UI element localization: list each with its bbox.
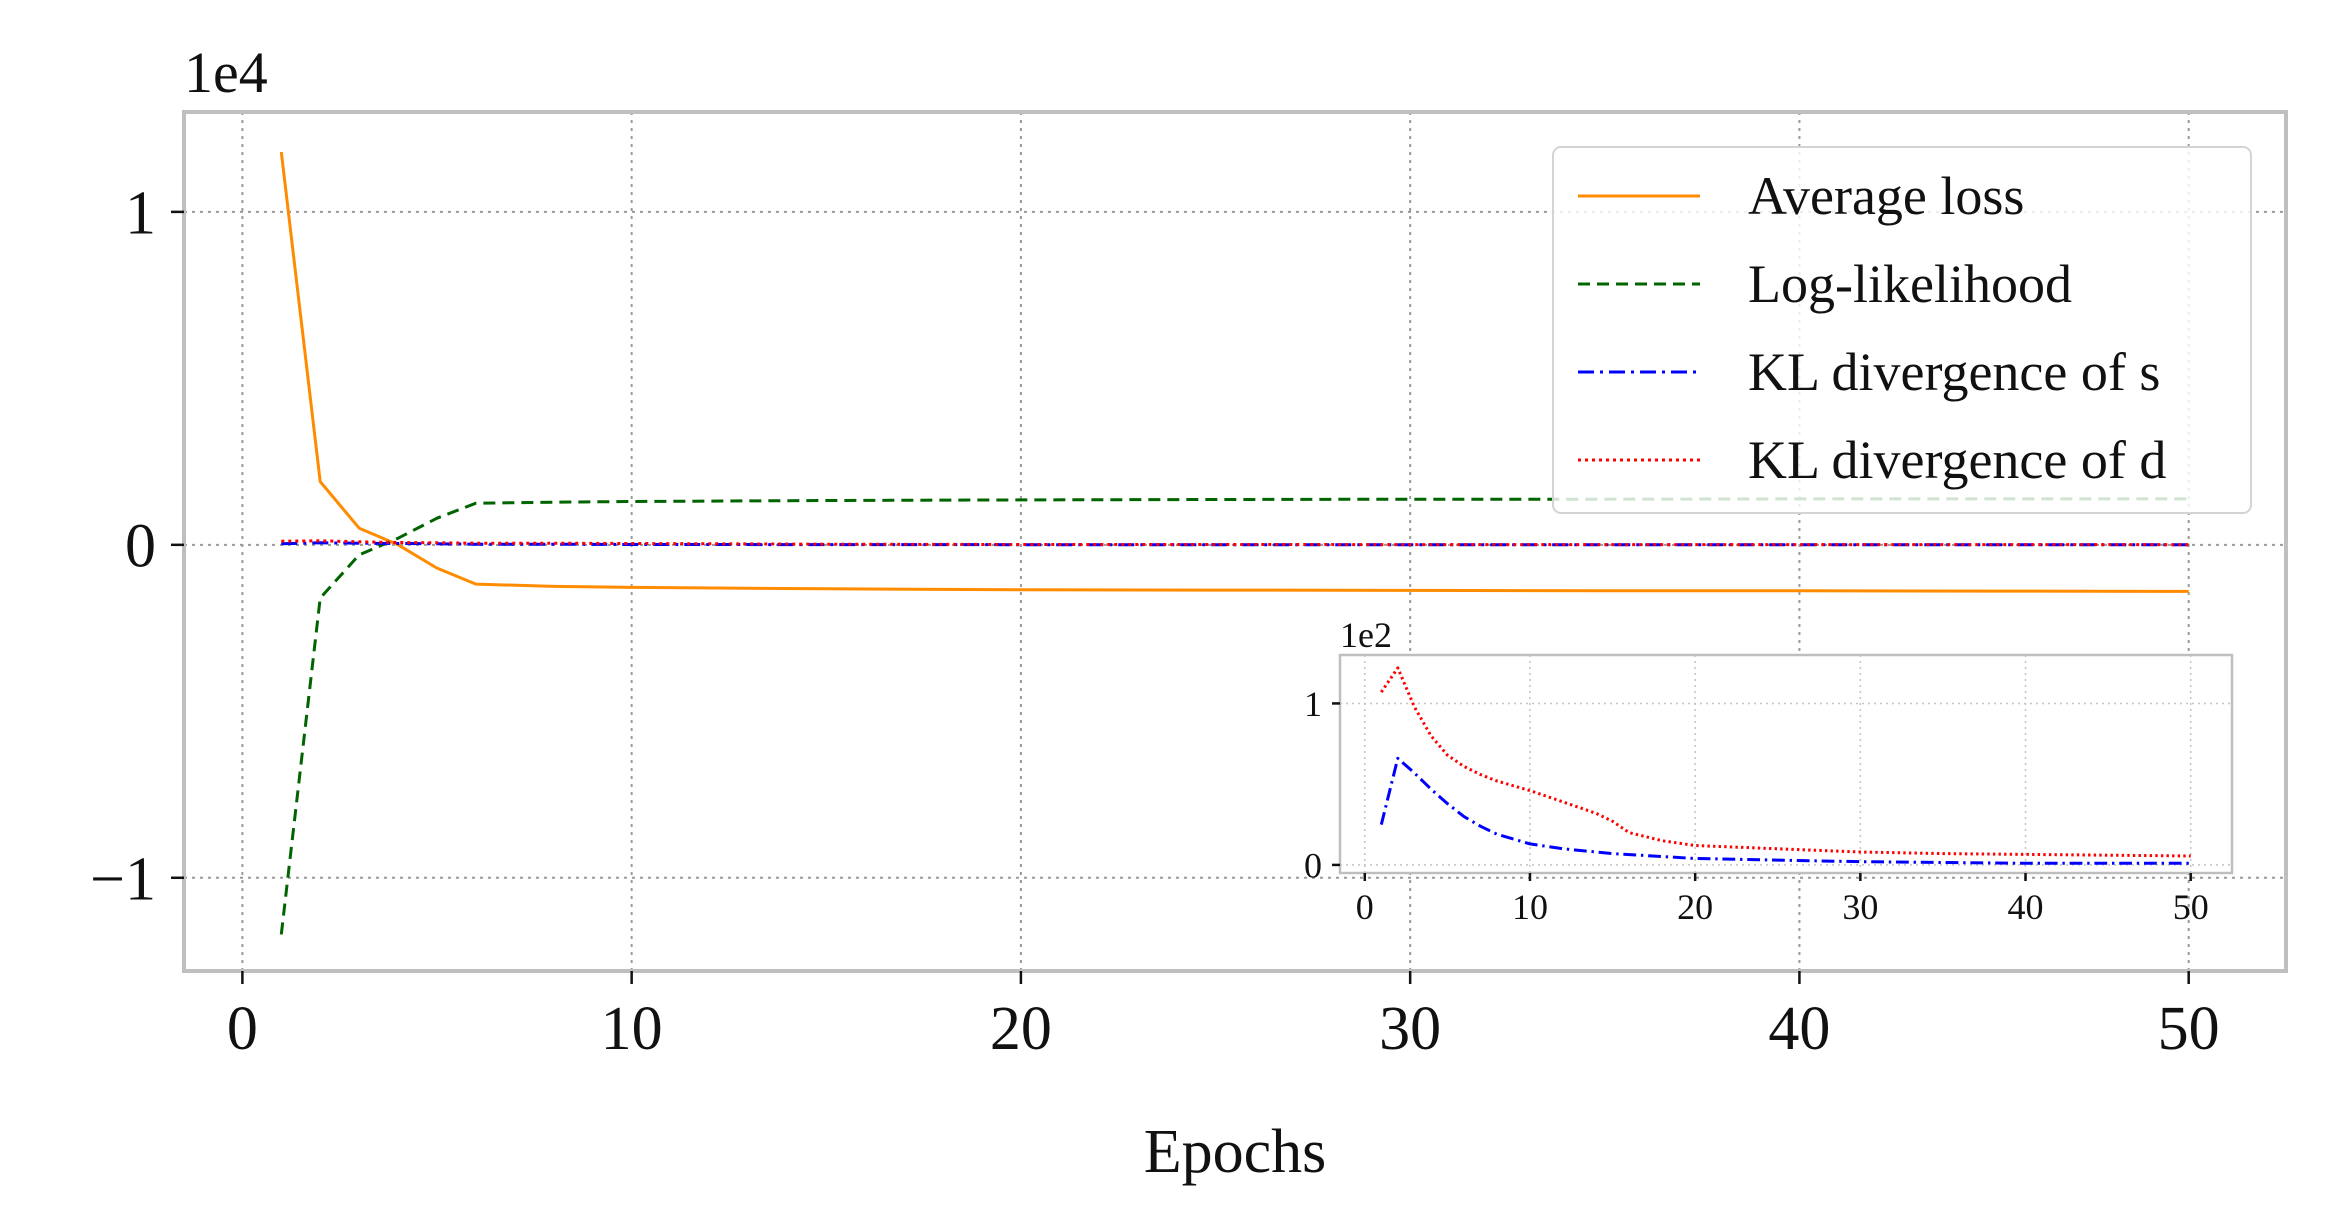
main-x-tick-label: 10 bbox=[601, 995, 663, 1063]
legend-label-log-likelihood: Log-likelihood bbox=[1748, 254, 2072, 314]
inset-x-tick-label: 30 bbox=[1842, 887, 1878, 927]
main-x-tick-label: 0 bbox=[227, 995, 258, 1063]
inset-x-tick-label: 40 bbox=[2008, 887, 2044, 927]
main-y-tick-label: 1 bbox=[125, 180, 156, 248]
inset-y-tick-label: 1 bbox=[1304, 684, 1322, 724]
inset-x-tick-label: 0 bbox=[1356, 887, 1374, 927]
main-axes-frame bbox=[182, 110, 2288, 973]
inset-x-tick-label: 10 bbox=[1512, 887, 1548, 927]
inset-background bbox=[1340, 655, 2232, 873]
main-series-kl-divergence-of-s bbox=[281, 541, 2189, 547]
inset-series-kl-divergence-of-s bbox=[1379, 756, 2191, 865]
inset-series-kl-divergence-of-d bbox=[1380, 666, 2191, 858]
main-x-axis-label: Epochs bbox=[1144, 1118, 1327, 1186]
inset-ticks: 0 10 20 30 40 50 0 1 bbox=[1304, 684, 2209, 927]
main-x-tick-label: 50 bbox=[2158, 995, 2220, 1063]
inset-y-multiplier: 1e2 bbox=[1340, 615, 1392, 655]
main-series-average-loss bbox=[279, 151, 2189, 593]
inset-y-tick-label: 0 bbox=[1304, 846, 1322, 886]
main-x-tick-label: 20 bbox=[990, 995, 1052, 1063]
main-y-multiplier: 1e4 bbox=[184, 40, 268, 105]
main-ticks: 0 10 20 30 40 50−101 bbox=[90, 180, 2220, 1063]
main-x-tick-label: 30 bbox=[1379, 995, 1441, 1063]
legend-label-average-loss: Average loss bbox=[1748, 166, 2024, 226]
main-x-tick-label: 40 bbox=[1768, 995, 1830, 1063]
legend-label-kl-divergence-of-d: KL divergence of d bbox=[1748, 430, 2166, 490]
legend: Average loss Log-likelihood KL divergence … bbox=[1552, 146, 2252, 514]
legend-label-kl-divergence-of-s: KL divergence of s bbox=[1748, 342, 2160, 402]
legend-box bbox=[1552, 146, 2252, 514]
inset-grid bbox=[1340, 655, 2232, 873]
inset-x-tick-label: 50 bbox=[2173, 887, 2209, 927]
main-y-tick-label: −1 bbox=[90, 845, 156, 913]
inset-x-tick-label: 20 bbox=[1677, 887, 1713, 927]
main-y-tick-label: 0 bbox=[125, 513, 156, 581]
inset-plot-area bbox=[1379, 666, 2191, 865]
inset-axes-frame bbox=[1338, 653, 2234, 875]
